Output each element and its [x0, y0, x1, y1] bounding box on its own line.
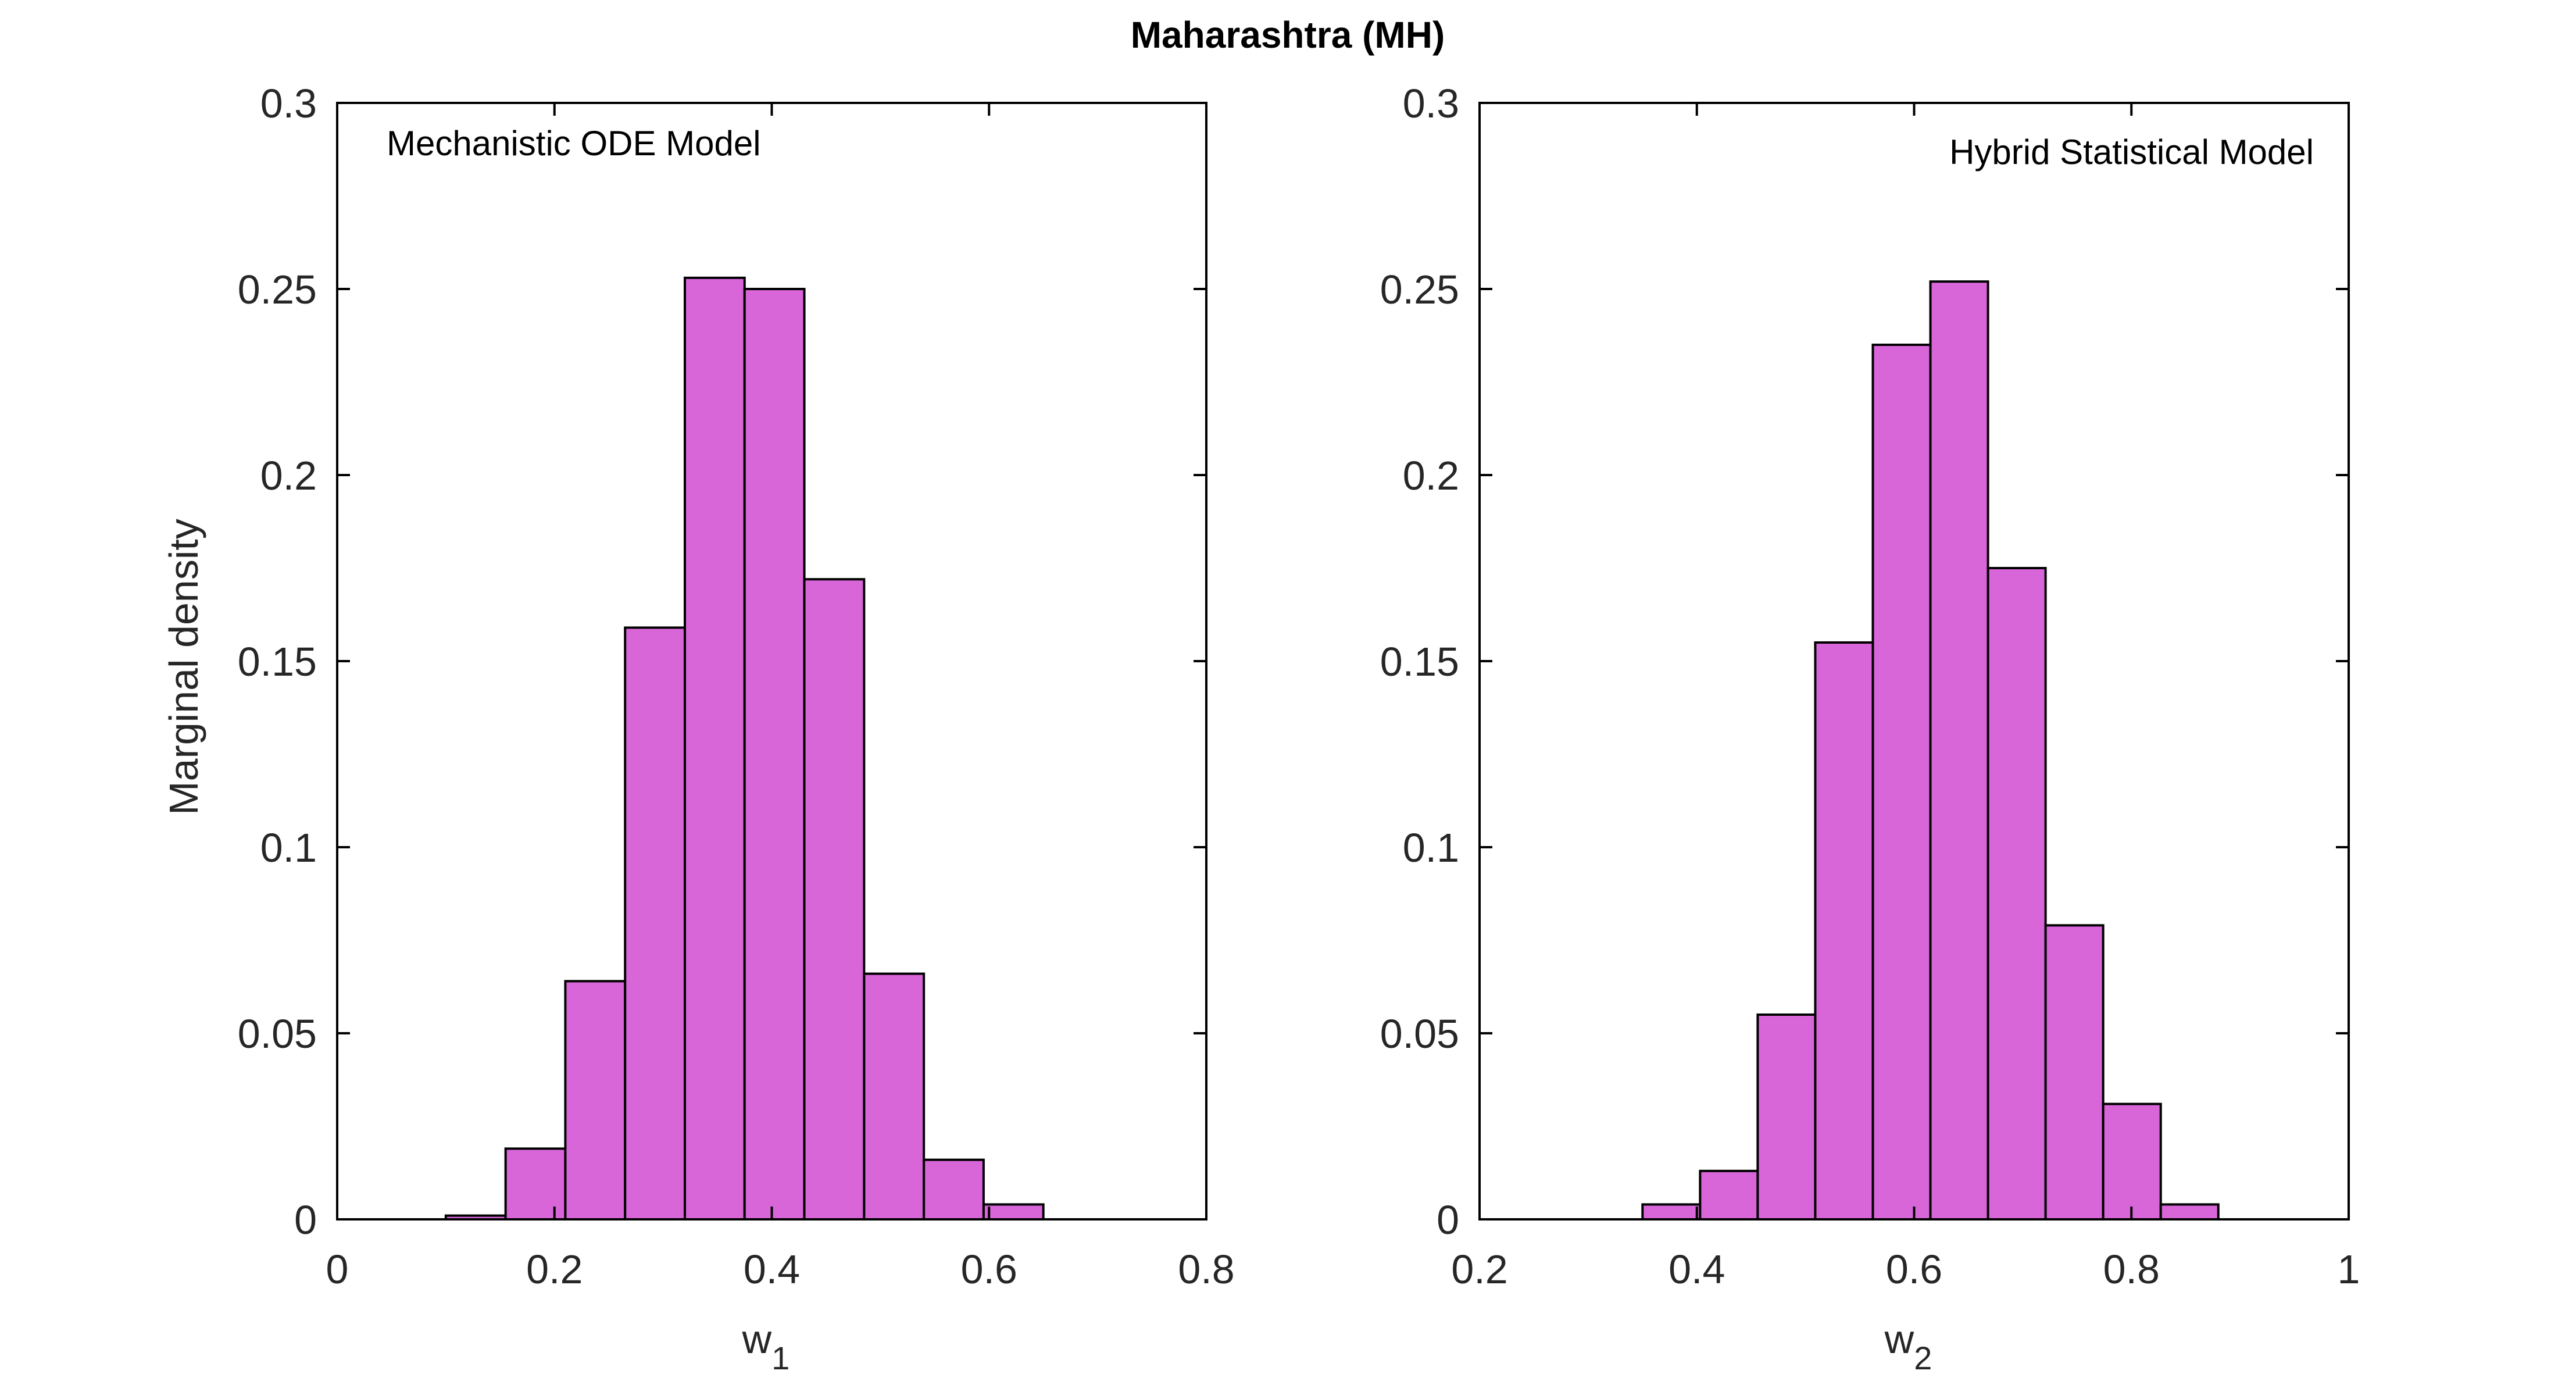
- left-x-axis-label-subscript: 1: [771, 1340, 789, 1374]
- right-histogram-bar: [1814, 641, 1874, 1220]
- right-x-tick-label: 0.2: [1451, 1247, 1507, 1292]
- right-y-tick-label: 0.15: [1380, 639, 1459, 684]
- right-histogram-bar: [2159, 1203, 2220, 1220]
- right-x-tick-label: 0.6: [1886, 1247, 1942, 1292]
- left-histogram-bar: [624, 626, 686, 1220]
- left-model-annotation: Mechanistic ODE Model: [387, 124, 761, 163]
- right-y-tick-label: 0.2: [1403, 453, 1459, 498]
- left-y-tick-label: 0.3: [260, 81, 317, 126]
- right-x-axis-label-main: w: [1884, 1316, 1914, 1362]
- right-histogram-bar: [1699, 1169, 1759, 1221]
- figure-title: Maharashtra (MH): [1131, 14, 1445, 56]
- right-histogram-bar: [1987, 567, 2047, 1220]
- left-histogram-bar: [923, 1158, 985, 1220]
- right-histogram-bar: [2044, 924, 2105, 1221]
- left-x-tick-label: 0.8: [1178, 1247, 1234, 1292]
- left-y-tick-label: 0.1: [260, 825, 317, 870]
- right-y-tick-label: 0.3: [1403, 81, 1459, 126]
- right-x-axis-label-subscript: 2: [1914, 1340, 1932, 1374]
- left-histogram-bar: [743, 288, 806, 1220]
- right-x-tick-label: 0.4: [1668, 1247, 1725, 1292]
- panel-right: 0.2 0.4 0.6 0.8 1 0 0.05 0.1 0.15 0.2 0.25 0.3 Hybri…: [1380, 81, 2360, 1374]
- right-x-tick-label: 0.8: [2103, 1247, 2160, 1292]
- left-x-tick-label: 0.6: [961, 1247, 1017, 1292]
- left-y-tick-label: 0.2: [260, 453, 317, 498]
- left-y-axis-label: Marginal density: [161, 519, 206, 815]
- left-histogram-bar: [982, 1203, 1045, 1220]
- left-x-tick-label: 0.4: [744, 1247, 800, 1292]
- right-histogram-bar: [1756, 1013, 1817, 1220]
- right-histogram-bar: [1929, 280, 1989, 1221]
- panel-left: 0 0.2 0.4 0.6 0.8 0 0.05 0.1 0.15 0.2 0.25 0.3 Mecha…: [161, 81, 1235, 1374]
- right-histogram-bar: [1871, 344, 1932, 1220]
- left-histogram-bar: [564, 980, 627, 1221]
- left-y-tick-label: 0.25: [238, 267, 317, 312]
- right-histogram-bar: [2102, 1102, 2162, 1220]
- left-y-tick-label: 0: [294, 1197, 317, 1243]
- left-x-tick-label: 0.2: [526, 1247, 583, 1292]
- right-y-tick-label: 0.25: [1380, 267, 1459, 312]
- right-histogram-bar: [1641, 1203, 1702, 1220]
- right-y-tick-label: 0.1: [1403, 825, 1459, 870]
- right-model-annotation: Hybrid Statistical Model: [1949, 133, 2314, 172]
- right-y-tick-label: 0: [1437, 1197, 1459, 1243]
- left-histogram-bar: [504, 1147, 567, 1221]
- right-y-tick-label: 0.05: [1380, 1011, 1459, 1057]
- left-histogram-bar: [684, 276, 746, 1220]
- right-x-axis-label: w2: [1884, 1316, 1932, 1374]
- right-x-tick-label: 1: [2338, 1247, 2360, 1292]
- left-histogram-bar: [803, 578, 866, 1221]
- left-y-tick-label: 0.15: [238, 639, 317, 684]
- left-x-axis-label-main: w: [742, 1316, 772, 1362]
- left-y-tick-label: 0.05: [238, 1011, 317, 1057]
- left-x-tick-label: 0: [326, 1247, 349, 1292]
- left-histogram-bar: [863, 972, 926, 1220]
- left-x-axis-label: w1: [742, 1316, 790, 1374]
